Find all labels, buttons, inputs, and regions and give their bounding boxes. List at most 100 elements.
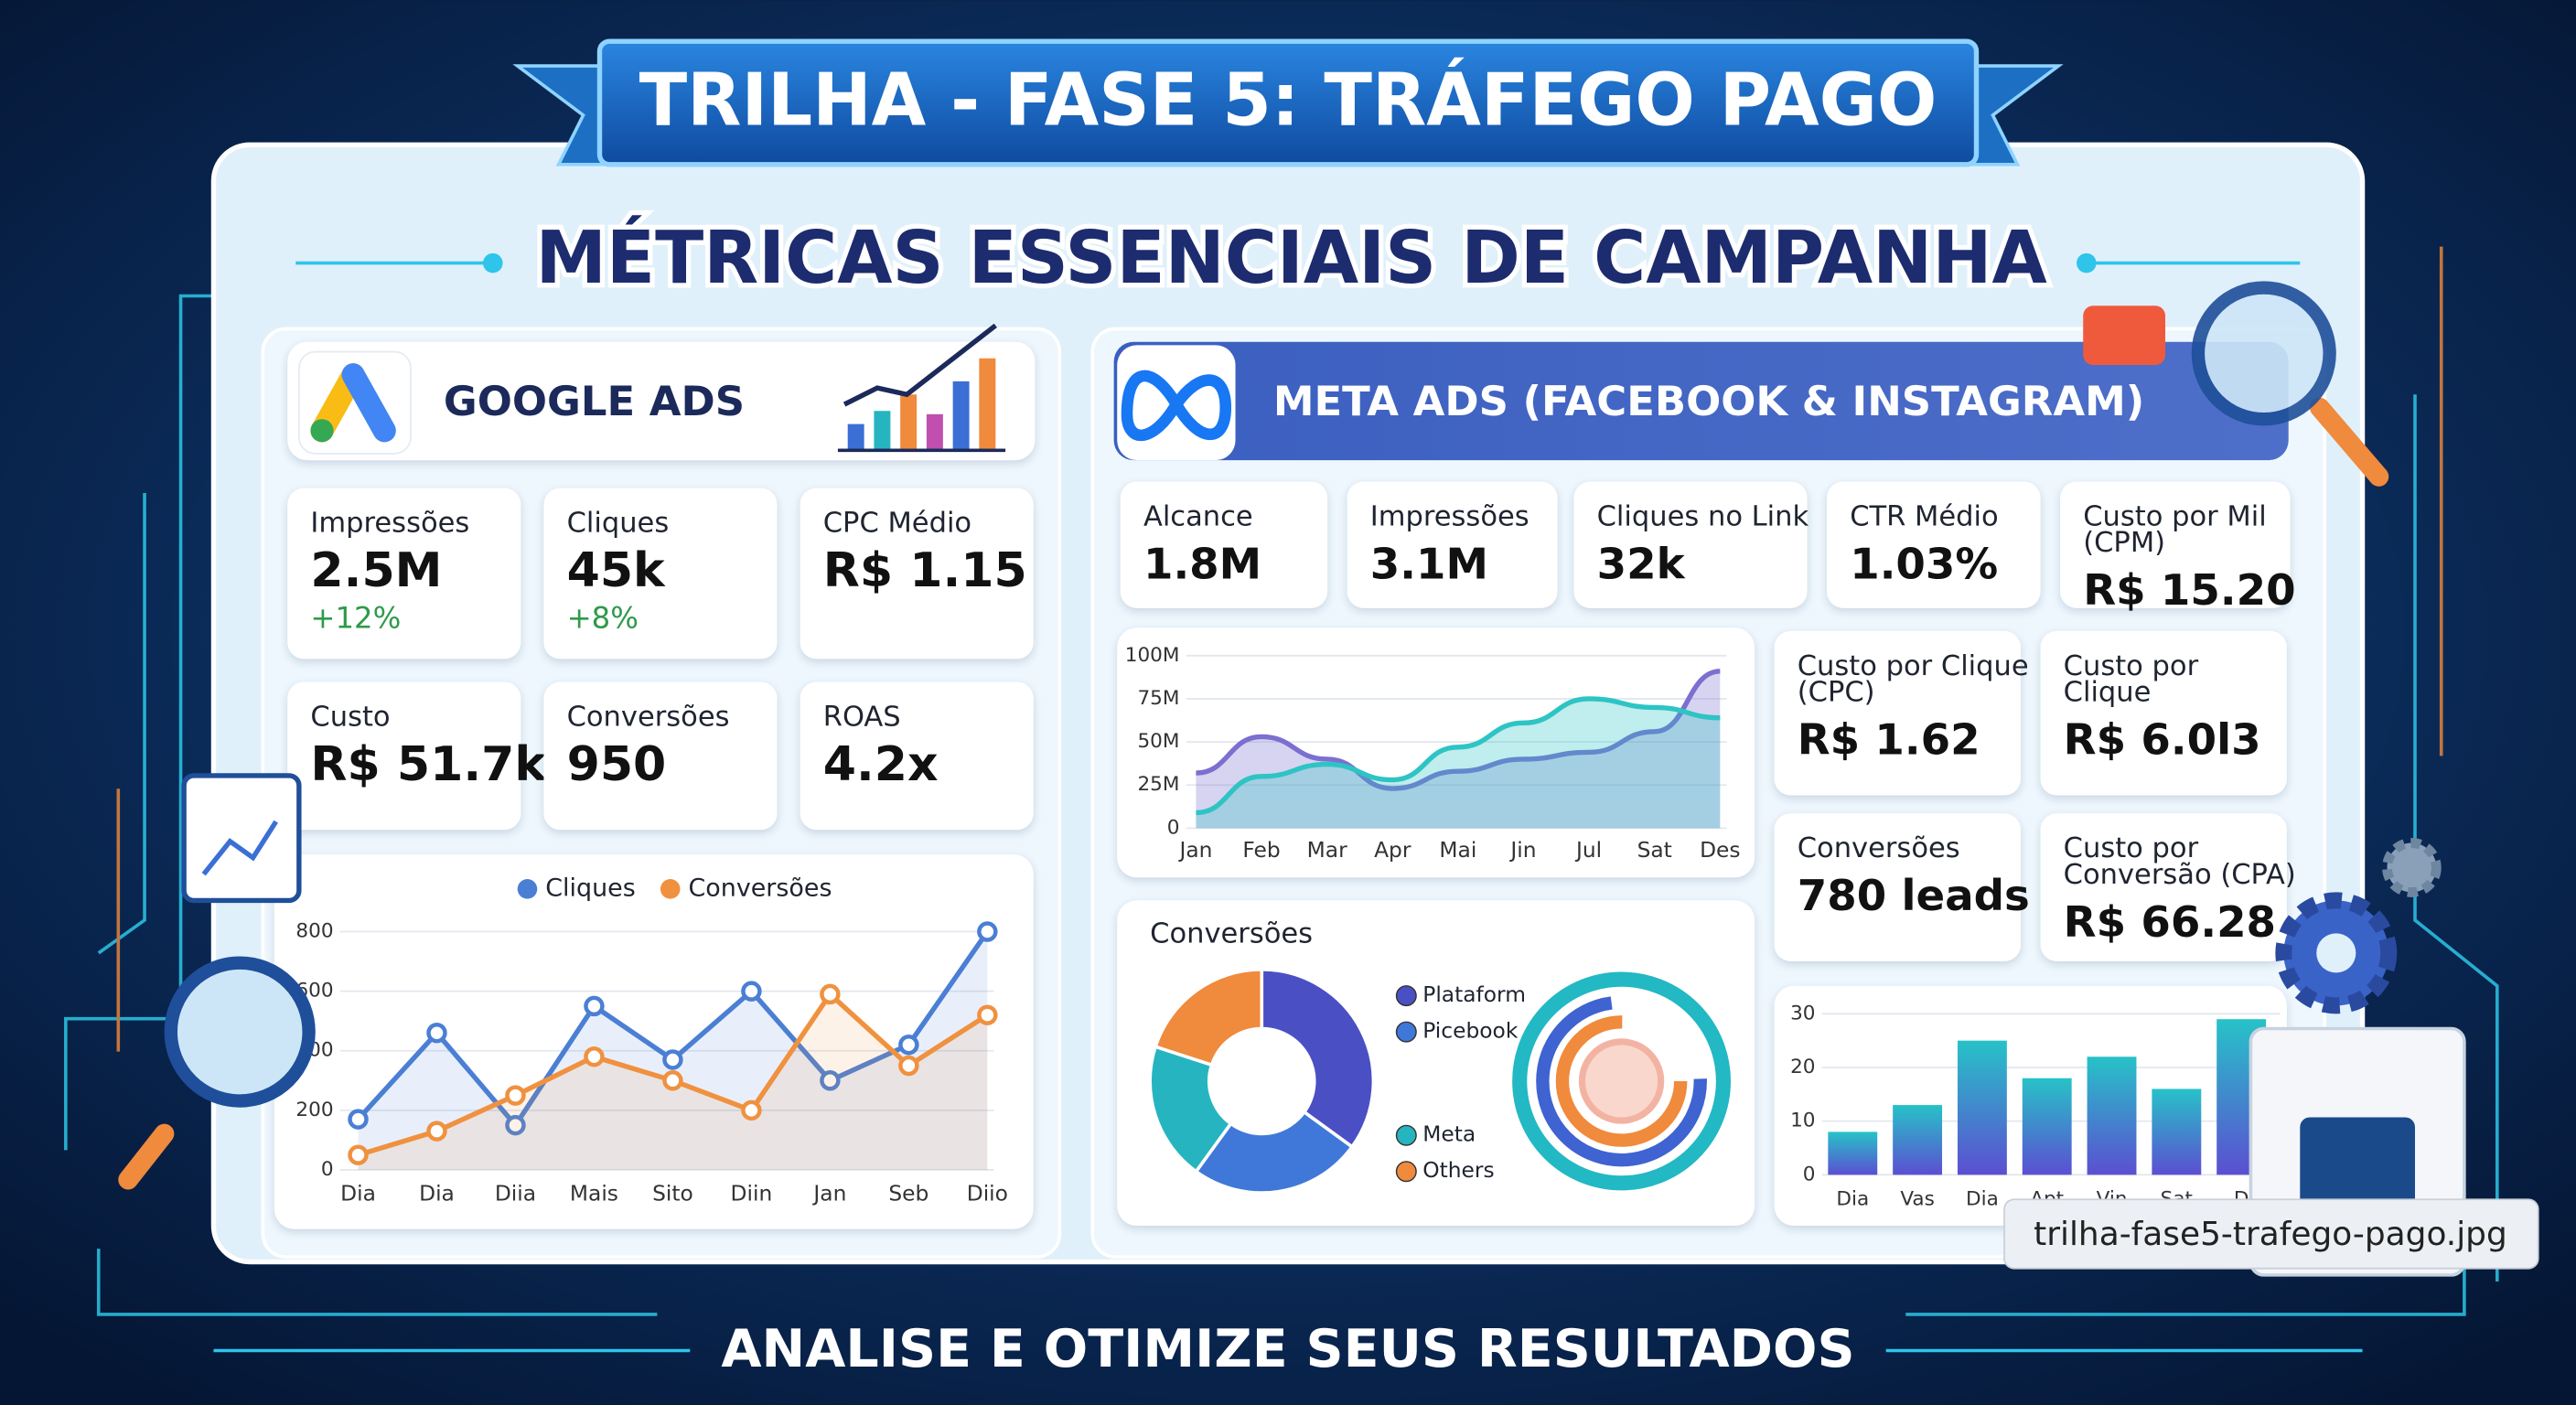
donut-slice <box>1153 968 1264 1067</box>
bar <box>1828 1132 1878 1175</box>
kpi-value: R$ 15.20 <box>2083 566 2295 616</box>
kpi-label: Custo por <box>2064 832 2199 864</box>
x-tick-label: Sat <box>1637 837 1672 863</box>
y-tick-label: 0 <box>1167 816 1180 839</box>
kpi-value: 32k <box>1597 540 1686 589</box>
bar <box>2087 1056 2137 1175</box>
kpi-label: Alcance <box>1143 500 1253 532</box>
kpi-card <box>1774 630 2021 796</box>
y-tick-label: 10 <box>1790 1110 1815 1132</box>
file-label-box <box>2003 1198 2539 1270</box>
kpi-card <box>800 488 1034 660</box>
point <box>820 983 841 1005</box>
kpi-card <box>1347 481 1558 608</box>
x-tick-label: Jin <box>1508 837 1536 863</box>
x-tick-label: Dia <box>1836 1187 1869 1210</box>
kpi-card <box>2040 630 2287 796</box>
kpi-label: Conversões <box>567 702 730 734</box>
point <box>662 1070 683 1091</box>
kpi-value: 4.2x <box>823 737 939 792</box>
rings <box>1512 971 1731 1191</box>
x-tick-label: Feb <box>1242 837 1280 863</box>
y-tick-label: 30 <box>1790 1002 1815 1024</box>
y-tick-label: 0 <box>1803 1163 1816 1185</box>
point <box>662 1049 683 1070</box>
point <box>426 1022 447 1044</box>
legend-label: Picebook <box>1422 1018 1519 1044</box>
point <box>426 1121 447 1142</box>
x-tick-label: Seb <box>888 1180 928 1206</box>
kpi-value: 780 leads <box>1798 872 2030 921</box>
kpi-label: Clique <box>2064 677 2152 709</box>
kpi-label: Conversões <box>1798 832 1960 864</box>
x-tick-label: Jul <box>1574 837 1602 863</box>
kpi-card <box>287 681 521 831</box>
point <box>741 981 762 1002</box>
google-logo <box>310 363 396 443</box>
growth-icon <box>837 323 1006 453</box>
point <box>977 921 998 942</box>
kpi-label: Cliques no Link <box>1597 500 1809 532</box>
kpi-value: R$ 1.62 <box>1798 716 1980 766</box>
kpi-value: 45k <box>567 543 666 598</box>
google-chart-card <box>274 854 1034 1229</box>
kpi-card <box>543 681 778 831</box>
donut-slice <box>1148 1044 1233 1174</box>
kpi-label: Custo por Mil <box>2083 500 2266 532</box>
bar <box>1957 1040 2007 1175</box>
point <box>348 1144 369 1165</box>
series-line <box>1196 696 1721 816</box>
kpi-card <box>1120 481 1328 608</box>
x-tick-label: Dia <box>1966 1187 1999 1210</box>
point <box>348 1109 369 1130</box>
point <box>584 995 605 1017</box>
kpi-value: R$ 66.28 <box>2064 898 2276 948</box>
kpi-card <box>800 681 1034 831</box>
deco-dot <box>483 252 503 273</box>
kpi-value: 950 <box>567 737 667 792</box>
legend-marker <box>517 879 538 899</box>
kpi-label: ROAS <box>823 702 901 734</box>
magnifier <box>118 281 2389 1190</box>
meta-logo <box>1121 370 1232 442</box>
point <box>505 1085 526 1106</box>
y-tick-label: 200 <box>295 1099 333 1121</box>
ribbon-tail <box>1963 64 2064 166</box>
y-tick-label: 20 <box>1790 1056 1815 1078</box>
point <box>820 1070 841 1091</box>
kpi-label: Conversão (CPA) <box>2064 859 2296 891</box>
series-area <box>1196 698 1721 829</box>
kpi-label: (CPM) <box>2083 527 2165 559</box>
x-tick-label: Apr <box>1374 837 1411 863</box>
x-tick-label: Dia <box>419 1180 455 1206</box>
kpi-label: (CPC) <box>1798 677 1875 709</box>
meta-header <box>1113 341 2289 461</box>
y-tick-label: 100M <box>1125 644 1180 667</box>
x-tick-label: Des <box>1700 837 1740 863</box>
y-tick-label: 25M <box>1137 773 1179 796</box>
deco-dot <box>2077 252 2097 273</box>
kpi-value: R$ 1.15 <box>823 543 1027 598</box>
file-label: trilha-fase5-trafego-pago.jpg <box>2034 1216 2507 1253</box>
kpi-card <box>543 488 778 660</box>
legend-label: Others <box>1422 1157 1494 1183</box>
kpi-label: Impressões <box>1370 500 1530 532</box>
kpi-value: 2.5M <box>310 543 442 598</box>
kpi-label: Custo por Clique <box>1798 650 2029 682</box>
chat-icon <box>2083 306 2166 365</box>
x-tick-label: Diio <box>967 1180 1008 1206</box>
x-tick-label: Mai <box>1439 837 1476 863</box>
footer: ANALISE E OTIMIZE SEUS RESULTADOS <box>721 1318 1854 1379</box>
legend-marker <box>1395 1161 1417 1183</box>
kpi-label: Cliques <box>567 508 670 540</box>
title: TRILHA - FASE 5: TRÁFEGO PAGO <box>639 59 1937 143</box>
x-tick-label: Diin <box>731 1180 773 1206</box>
kpi-value: R$ 6.0l3 <box>2064 716 2261 766</box>
image-icon <box>2300 1117 2415 1217</box>
y-tick-label: 75M <box>1137 687 1179 710</box>
legend-marker <box>1395 1124 1417 1146</box>
y-tick-label: 800 <box>295 920 333 943</box>
kpi-card <box>1774 813 2021 961</box>
bar <box>1893 1105 1943 1175</box>
